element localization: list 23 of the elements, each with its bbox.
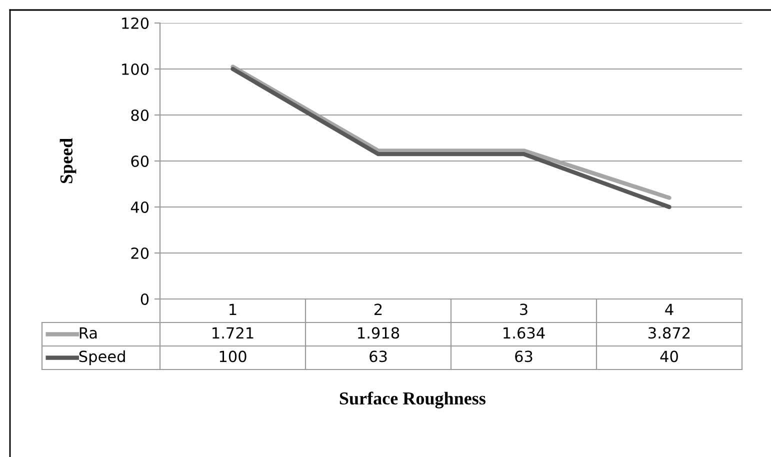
- y-tick-label: 40: [130, 201, 149, 214]
- text: 1.721: [212, 327, 254, 338]
- x-axis-title: Surface Roughness: [340, 392, 486, 408]
- y-tick-label: 60: [131, 155, 149, 168]
- data-label: 100: [220, 350, 246, 362]
- data-label: 63: [515, 350, 532, 362]
- y-tick-label: 120: [122, 17, 149, 30]
- text: 3.872: [648, 327, 690, 339]
- x-tick-label: 2: [374, 304, 382, 315]
- data-label: 40: [660, 350, 678, 362]
- x-tick-label: 3: [520, 304, 528, 316]
- legend-label: Speed: [79, 350, 125, 366]
- x-tick-label: 1: [230, 304, 236, 315]
- y-tick-label: 100: [122, 63, 149, 76]
- y-tick-label: 80: [131, 109, 149, 122]
- data-label: 63: [370, 350, 387, 362]
- legend-label: Ra: [80, 327, 97, 339]
- y-tick-label: 20: [131, 247, 149, 260]
- text: 1.634: [504, 327, 545, 339]
- y-tick-label: 0: [140, 293, 149, 306]
- y-axis-title: Speed: [60, 138, 76, 184]
- text: 1.918: [358, 327, 400, 339]
- x-tick-label: 4: [665, 304, 674, 315]
